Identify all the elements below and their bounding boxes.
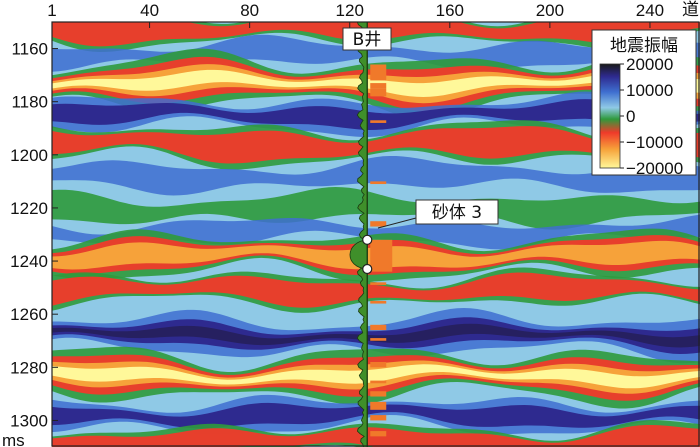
well-marker [370, 120, 387, 123]
y-tick-label: 1300 [10, 411, 48, 430]
y-tick-label: 1200 [10, 146, 48, 165]
colorbar-tick-labels: 20000 10000 0 −10000 −20000 [620, 55, 683, 178]
amplitude-band [52, 214, 700, 250]
y-tick-label: 1240 [10, 252, 48, 271]
x-tick-label: 240 [636, 1, 664, 20]
y-axis: 1160 1180 1200 1220 1240 1260 1280 1300 [10, 40, 58, 430]
x-tick-label: 40 [140, 1, 159, 20]
x-tick-label: 1 [47, 1, 56, 20]
amplitude-band [52, 99, 700, 130]
colorbar-tick-label: −20000 [626, 159, 683, 178]
well-marker [370, 282, 387, 285]
y-tick-label: 1180 [11, 93, 48, 112]
colorbar-tick-label: 0 [626, 107, 635, 126]
well-marker [370, 239, 393, 272]
x-axis: 1 40 80 120 160 200 240 [47, 1, 664, 28]
amplitude-band [52, 34, 700, 72]
well-marker [370, 88, 387, 97]
amplitude-bands [52, 22, 700, 447]
amplitude-band [52, 364, 700, 389]
x-tick-label: 160 [436, 1, 464, 20]
y-axis-label: ms [2, 431, 25, 447]
colorbar-tick-label: 20000 [626, 55, 673, 74]
well-marker [370, 83, 387, 89]
well-marker [370, 181, 387, 185]
well-log-curve [356, 22, 368, 447]
well-marker [370, 324, 387, 331]
y-tick-label: 1260 [10, 305, 48, 324]
colorbar-title: 地震振幅 [610, 36, 678, 56]
colorbar-tick-label: 10000 [626, 81, 673, 100]
amplitude-band [52, 126, 700, 164]
sand-body-annotation: 砂体 3 [377, 199, 499, 229]
annotation-label: 砂体 3 [432, 203, 482, 223]
well-marker [370, 338, 387, 341]
y-tick-label: 1220 [10, 199, 48, 218]
well-marker [370, 431, 387, 437]
well-marker [370, 401, 387, 410]
well-column [349, 22, 393, 447]
well-marker [370, 415, 387, 421]
y-tick-label: 1160 [11, 40, 48, 59]
x-axis-label: 道 [682, 0, 699, 20]
well-name: B井 [353, 30, 382, 50]
amplitude-band [52, 187, 700, 230]
well-label: B井 [342, 27, 392, 51]
sand-body-boundary [362, 263, 373, 275]
well-marker [370, 64, 387, 81]
well-marker [370, 380, 387, 384]
x-tick-label: 120 [336, 1, 364, 20]
amplitude-band [52, 402, 700, 429]
sand-body-boundary [362, 234, 373, 245]
x-tick-label: 80 [240, 1, 259, 20]
amplitude-band [52, 272, 700, 308]
colorbar-legend: 地震振幅 20000 10000 0 −10000 −20000 [591, 29, 697, 178]
well-marker [370, 300, 387, 304]
x-tick-label: 200 [536, 1, 564, 20]
amplitude-band [52, 156, 700, 196]
colorbar-tick-label: −10000 [626, 133, 683, 152]
y-tick-label: 1280 [10, 358, 48, 377]
well-marker [370, 221, 387, 227]
colorbar-ramp [599, 63, 621, 169]
well-marker [370, 391, 387, 397]
amplitude-band [52, 323, 700, 348]
plot-frame [51, 21, 700, 447]
well-marker [370, 362, 387, 368]
